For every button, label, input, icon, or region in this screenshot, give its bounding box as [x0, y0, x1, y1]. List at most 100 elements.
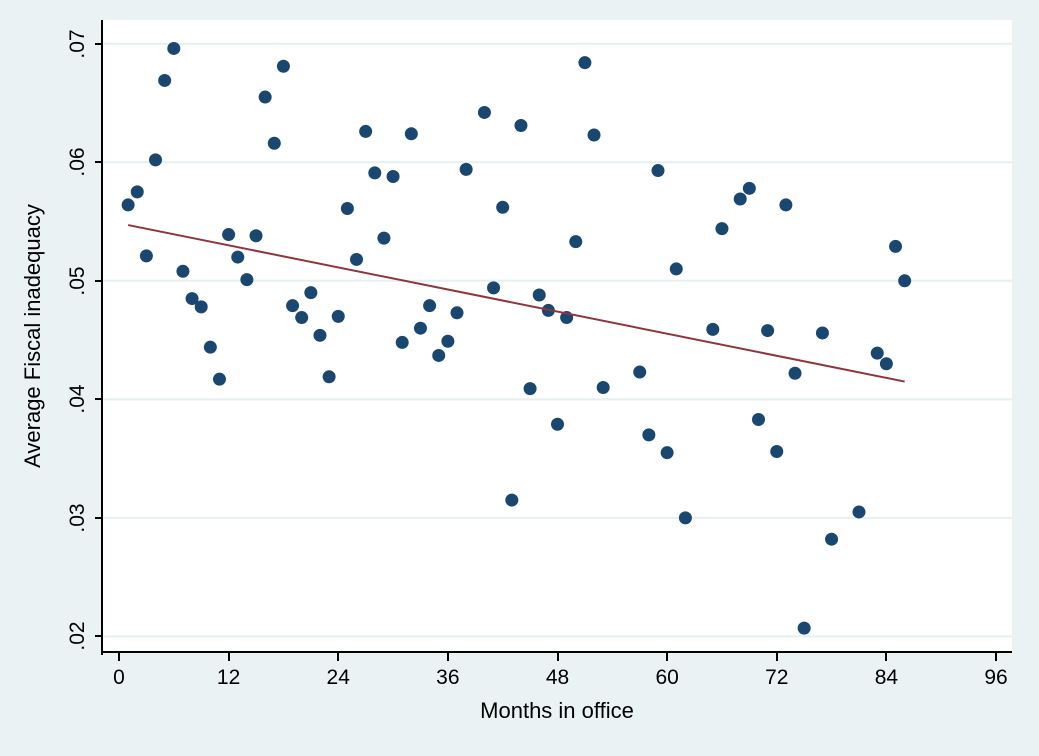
x-tick-36: [446, 653, 449, 661]
data-point: [815, 326, 829, 340]
data-point: [678, 511, 692, 525]
data-point: [587, 128, 601, 142]
data-point: [340, 201, 354, 215]
y-tick-label-.06: .06: [66, 147, 89, 177]
x-axis-title: Months in office: [480, 698, 634, 723]
data-point: [514, 119, 528, 132]
data-point: [258, 90, 272, 104]
x-axis-line: [101, 651, 1012, 653]
data-point: [139, 249, 153, 263]
data-point: [523, 382, 537, 396]
data-point: [459, 162, 473, 176]
x-tick-72: [775, 653, 778, 661]
data-point: [267, 136, 281, 150]
x-tick-label-60: 60: [655, 666, 679, 689]
data-point: [870, 346, 884, 360]
data-point: [569, 235, 583, 249]
x-tick-label-12: 12: [216, 666, 241, 689]
data-point: [761, 324, 775, 338]
data-point: [532, 288, 546, 302]
plot-area: [103, 20, 1012, 653]
data-point: [249, 229, 263, 243]
data-point: [222, 228, 236, 242]
data-point: [825, 532, 839, 546]
data-point: [286, 299, 300, 313]
data-point: [231, 250, 245, 264]
data-point: [404, 127, 418, 141]
data-point: [642, 428, 656, 442]
data-point: [276, 59, 290, 73]
data-point: [432, 348, 446, 362]
data-point: [770, 444, 784, 458]
data-point: [505, 493, 519, 507]
data-point: [322, 370, 336, 384]
data-point: [715, 222, 729, 236]
x-tick-label-84: 84: [874, 666, 899, 689]
data-point: [898, 274, 912, 288]
data-point: [176, 264, 190, 278]
data-point: [660, 446, 674, 460]
y-tick-.02: [95, 635, 103, 638]
data-point: [185, 292, 199, 306]
data-point: [751, 412, 765, 426]
x-tick-84: [885, 653, 888, 661]
y-tick-label-.02: .02: [66, 621, 89, 651]
scatter-chart: [103, 41, 1012, 638]
data-point: [651, 164, 665, 178]
data-point: [889, 239, 903, 253]
data-point: [130, 185, 144, 199]
data-point: [158, 73, 172, 87]
data-point: [788, 366, 802, 380]
x-tick-96: [995, 653, 997, 661]
x-tick-label-72: 72: [765, 666, 789, 689]
data-point: [477, 105, 491, 119]
data-point: [368, 166, 382, 180]
y-tick-.06: [95, 161, 103, 164]
data-point: [295, 311, 309, 325]
data-point: [423, 299, 437, 313]
data-point: [313, 328, 327, 342]
data-point: [304, 286, 318, 300]
data-point: [450, 306, 464, 320]
data-point: [167, 41, 181, 55]
x-tick-label-96: 96: [984, 666, 1008, 689]
y-axis-title: Average Fiscal inadequacy: [20, 204, 45, 468]
y-tick-.04: [95, 398, 103, 401]
x-tick-0: [117, 653, 120, 661]
fitted-line: [127, 224, 905, 383]
x-tick-label-0: 0: [113, 666, 125, 689]
data-point: [596, 380, 610, 394]
y-axis-line: [101, 20, 103, 655]
y-tick-label-.07: .07: [66, 29, 89, 59]
data-point: [551, 417, 564, 431]
data-point: [441, 334, 455, 348]
y-tick-.07: [95, 42, 103, 45]
data-point: [742, 181, 756, 195]
data-point: [240, 273, 254, 287]
data-point: [359, 124, 373, 138]
data-point: [149, 153, 163, 167]
data-point: [578, 56, 592, 70]
x-tick-label-24: 24: [326, 666, 350, 689]
data-point: [413, 321, 427, 335]
x-tick-60: [666, 653, 669, 661]
data-point: [879, 357, 893, 371]
data-point: [386, 169, 400, 183]
data-point: [496, 200, 510, 214]
data-point: [633, 365, 647, 379]
data-point: [377, 231, 391, 245]
data-point: [487, 281, 501, 295]
data-point: [203, 340, 217, 354]
y-tick-.05: [95, 279, 103, 282]
data-point: [350, 252, 364, 266]
data-point: [121, 198, 135, 212]
y-tick-label-.03: .03: [66, 503, 89, 533]
data-point: [194, 300, 208, 314]
x-tick-label-36: 36: [436, 666, 460, 689]
x-tick-48: [556, 653, 559, 661]
data-point: [852, 505, 866, 519]
x-tick-24: [337, 653, 340, 661]
data-point: [669, 262, 683, 276]
x-tick-12: [227, 653, 230, 661]
